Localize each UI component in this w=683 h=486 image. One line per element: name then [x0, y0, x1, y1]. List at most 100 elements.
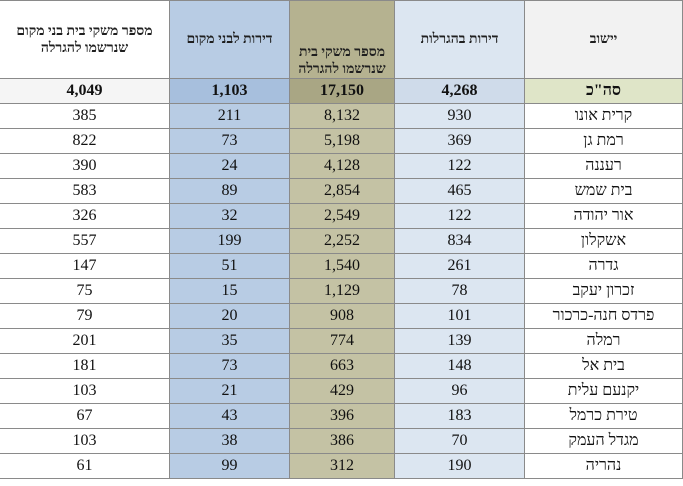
value-cell: 78	[394, 278, 525, 304]
value-cell: 199	[169, 228, 290, 254]
value-cell: 96	[394, 378, 525, 404]
value-cell: 21	[169, 378, 290, 404]
value-cell: 183	[394, 403, 525, 429]
header-row: יישוב דירות בהגרלות מספר משקי בית שנרשמו ל…	[0, 0, 683, 79]
city-cell: בית אל	[524, 353, 683, 379]
value-cell: 465	[394, 178, 525, 204]
city-cell: טירת כרמל	[524, 403, 683, 429]
value-cell: 103	[0, 428, 170, 454]
value-cell: 103	[0, 378, 170, 404]
value-cell: 557	[0, 228, 170, 254]
value-cell: 390	[0, 153, 170, 179]
table-body: סה"כ 4,268 17,150 1,103 4,049 קרית אונו 930 8,1…	[0, 78, 683, 479]
city-cell: אשקלון	[524, 228, 683, 254]
table-row: רעננה 122 4,128 24 390	[0, 153, 683, 179]
value-cell: 24	[169, 153, 290, 179]
city-cell: זכרון יעקב	[524, 278, 683, 304]
value-cell: 2,252	[289, 228, 395, 254]
table-row: זכרון יעקב 78 1,129 15 75	[0, 278, 683, 304]
value-cell: 663	[289, 353, 395, 379]
value-cell: 61	[0, 453, 170, 479]
value-cell: 834	[394, 228, 525, 254]
table-row: נהריה 190 312 99 61	[0, 453, 683, 479]
value-cell: 4,049	[0, 78, 170, 104]
value-cell: 386	[289, 428, 395, 454]
value-cell: 2,854	[289, 178, 395, 204]
value-cell: 70	[394, 428, 525, 454]
value-cell: 822	[0, 128, 170, 154]
value-cell: 17,150	[289, 78, 395, 104]
table-row: קרית אונו 930 8,132 211 385	[0, 103, 683, 129]
table-row: רמת גן 369 5,198 73 822	[0, 128, 683, 154]
value-cell: 1,103	[169, 78, 290, 104]
value-cell: 369	[394, 128, 525, 154]
city-cell: סה"כ	[524, 78, 683, 104]
value-cell: 583	[0, 178, 170, 204]
header-cell: דירות בהגרלות	[394, 0, 525, 79]
city-cell: קרית אונו	[524, 103, 683, 129]
value-cell: 385	[0, 103, 170, 129]
table-row: בית אל 148 663 73 181	[0, 353, 683, 379]
header-cell: מספר משקי בית בני מקום שנרשמו להגרלה	[0, 0, 170, 79]
value-cell: 930	[394, 103, 525, 129]
value-cell: 73	[169, 128, 290, 154]
value-cell: 38	[169, 428, 290, 454]
value-cell: 181	[0, 353, 170, 379]
table-row: גדרה 261 1,540 51 147	[0, 253, 683, 279]
header-cell: מספר משקי בית שנרשמו להגרלה	[289, 0, 395, 79]
value-cell: 101	[394, 303, 525, 329]
value-cell: 51	[169, 253, 290, 279]
city-cell: רעננה	[524, 153, 683, 179]
value-cell: 396	[289, 403, 395, 429]
value-cell: 429	[289, 378, 395, 404]
value-cell: 148	[394, 353, 525, 379]
value-cell: 73	[169, 353, 290, 379]
table-row: בית שמש 465 2,854 89 583	[0, 178, 683, 204]
table-row: יקנעם עלית 96 429 21 103	[0, 378, 683, 404]
table-row: פרדס חנה-כרכור 101 908 20 79	[0, 303, 683, 329]
city-cell: בית שמש	[524, 178, 683, 204]
table-row: אור יהודה 122 2,549 32 326	[0, 203, 683, 229]
table-row: רמלה 139 774 35 201	[0, 328, 683, 354]
value-cell: 79	[0, 303, 170, 329]
city-cell: גדרה	[524, 253, 683, 279]
table-row: טירת כרמל 183 396 43 67	[0, 403, 683, 429]
header-cell: דירות לבני מקום	[169, 0, 290, 79]
value-cell: 15	[169, 278, 290, 304]
value-cell: 1,129	[289, 278, 395, 304]
city-cell: פרדס חנה-כרכור	[524, 303, 683, 329]
value-cell: 32	[169, 203, 290, 229]
value-cell: 8,132	[289, 103, 395, 129]
value-cell: 35	[169, 328, 290, 354]
value-cell: 190	[394, 453, 525, 479]
value-cell: 122	[394, 153, 525, 179]
city-cell: מגדל העמק	[524, 428, 683, 454]
value-cell: 201	[0, 328, 170, 354]
value-cell: 774	[289, 328, 395, 354]
value-cell: 67	[0, 403, 170, 429]
value-cell: 261	[394, 253, 525, 279]
value-cell: 4,128	[289, 153, 395, 179]
city-cell: רמלה	[524, 328, 683, 354]
city-cell: אור יהודה	[524, 203, 683, 229]
value-cell: 211	[169, 103, 290, 129]
city-cell: נהריה	[524, 453, 683, 479]
header-cell: יישוב	[524, 0, 683, 79]
table-row: אשקלון 834 2,252 199 557	[0, 228, 683, 254]
value-cell: 43	[169, 403, 290, 429]
value-cell: 99	[169, 453, 290, 479]
value-cell: 20	[169, 303, 290, 329]
value-cell: 5,198	[289, 128, 395, 154]
value-cell: 4,268	[394, 78, 525, 104]
value-cell: 326	[0, 203, 170, 229]
value-cell: 2,549	[289, 203, 395, 229]
value-cell: 122	[394, 203, 525, 229]
value-cell: 139	[394, 328, 525, 354]
city-cell: רמת גן	[524, 128, 683, 154]
value-cell: 908	[289, 303, 395, 329]
value-cell: 89	[169, 178, 290, 204]
value-cell: 75	[0, 278, 170, 304]
value-cell: 1,540	[289, 253, 395, 279]
